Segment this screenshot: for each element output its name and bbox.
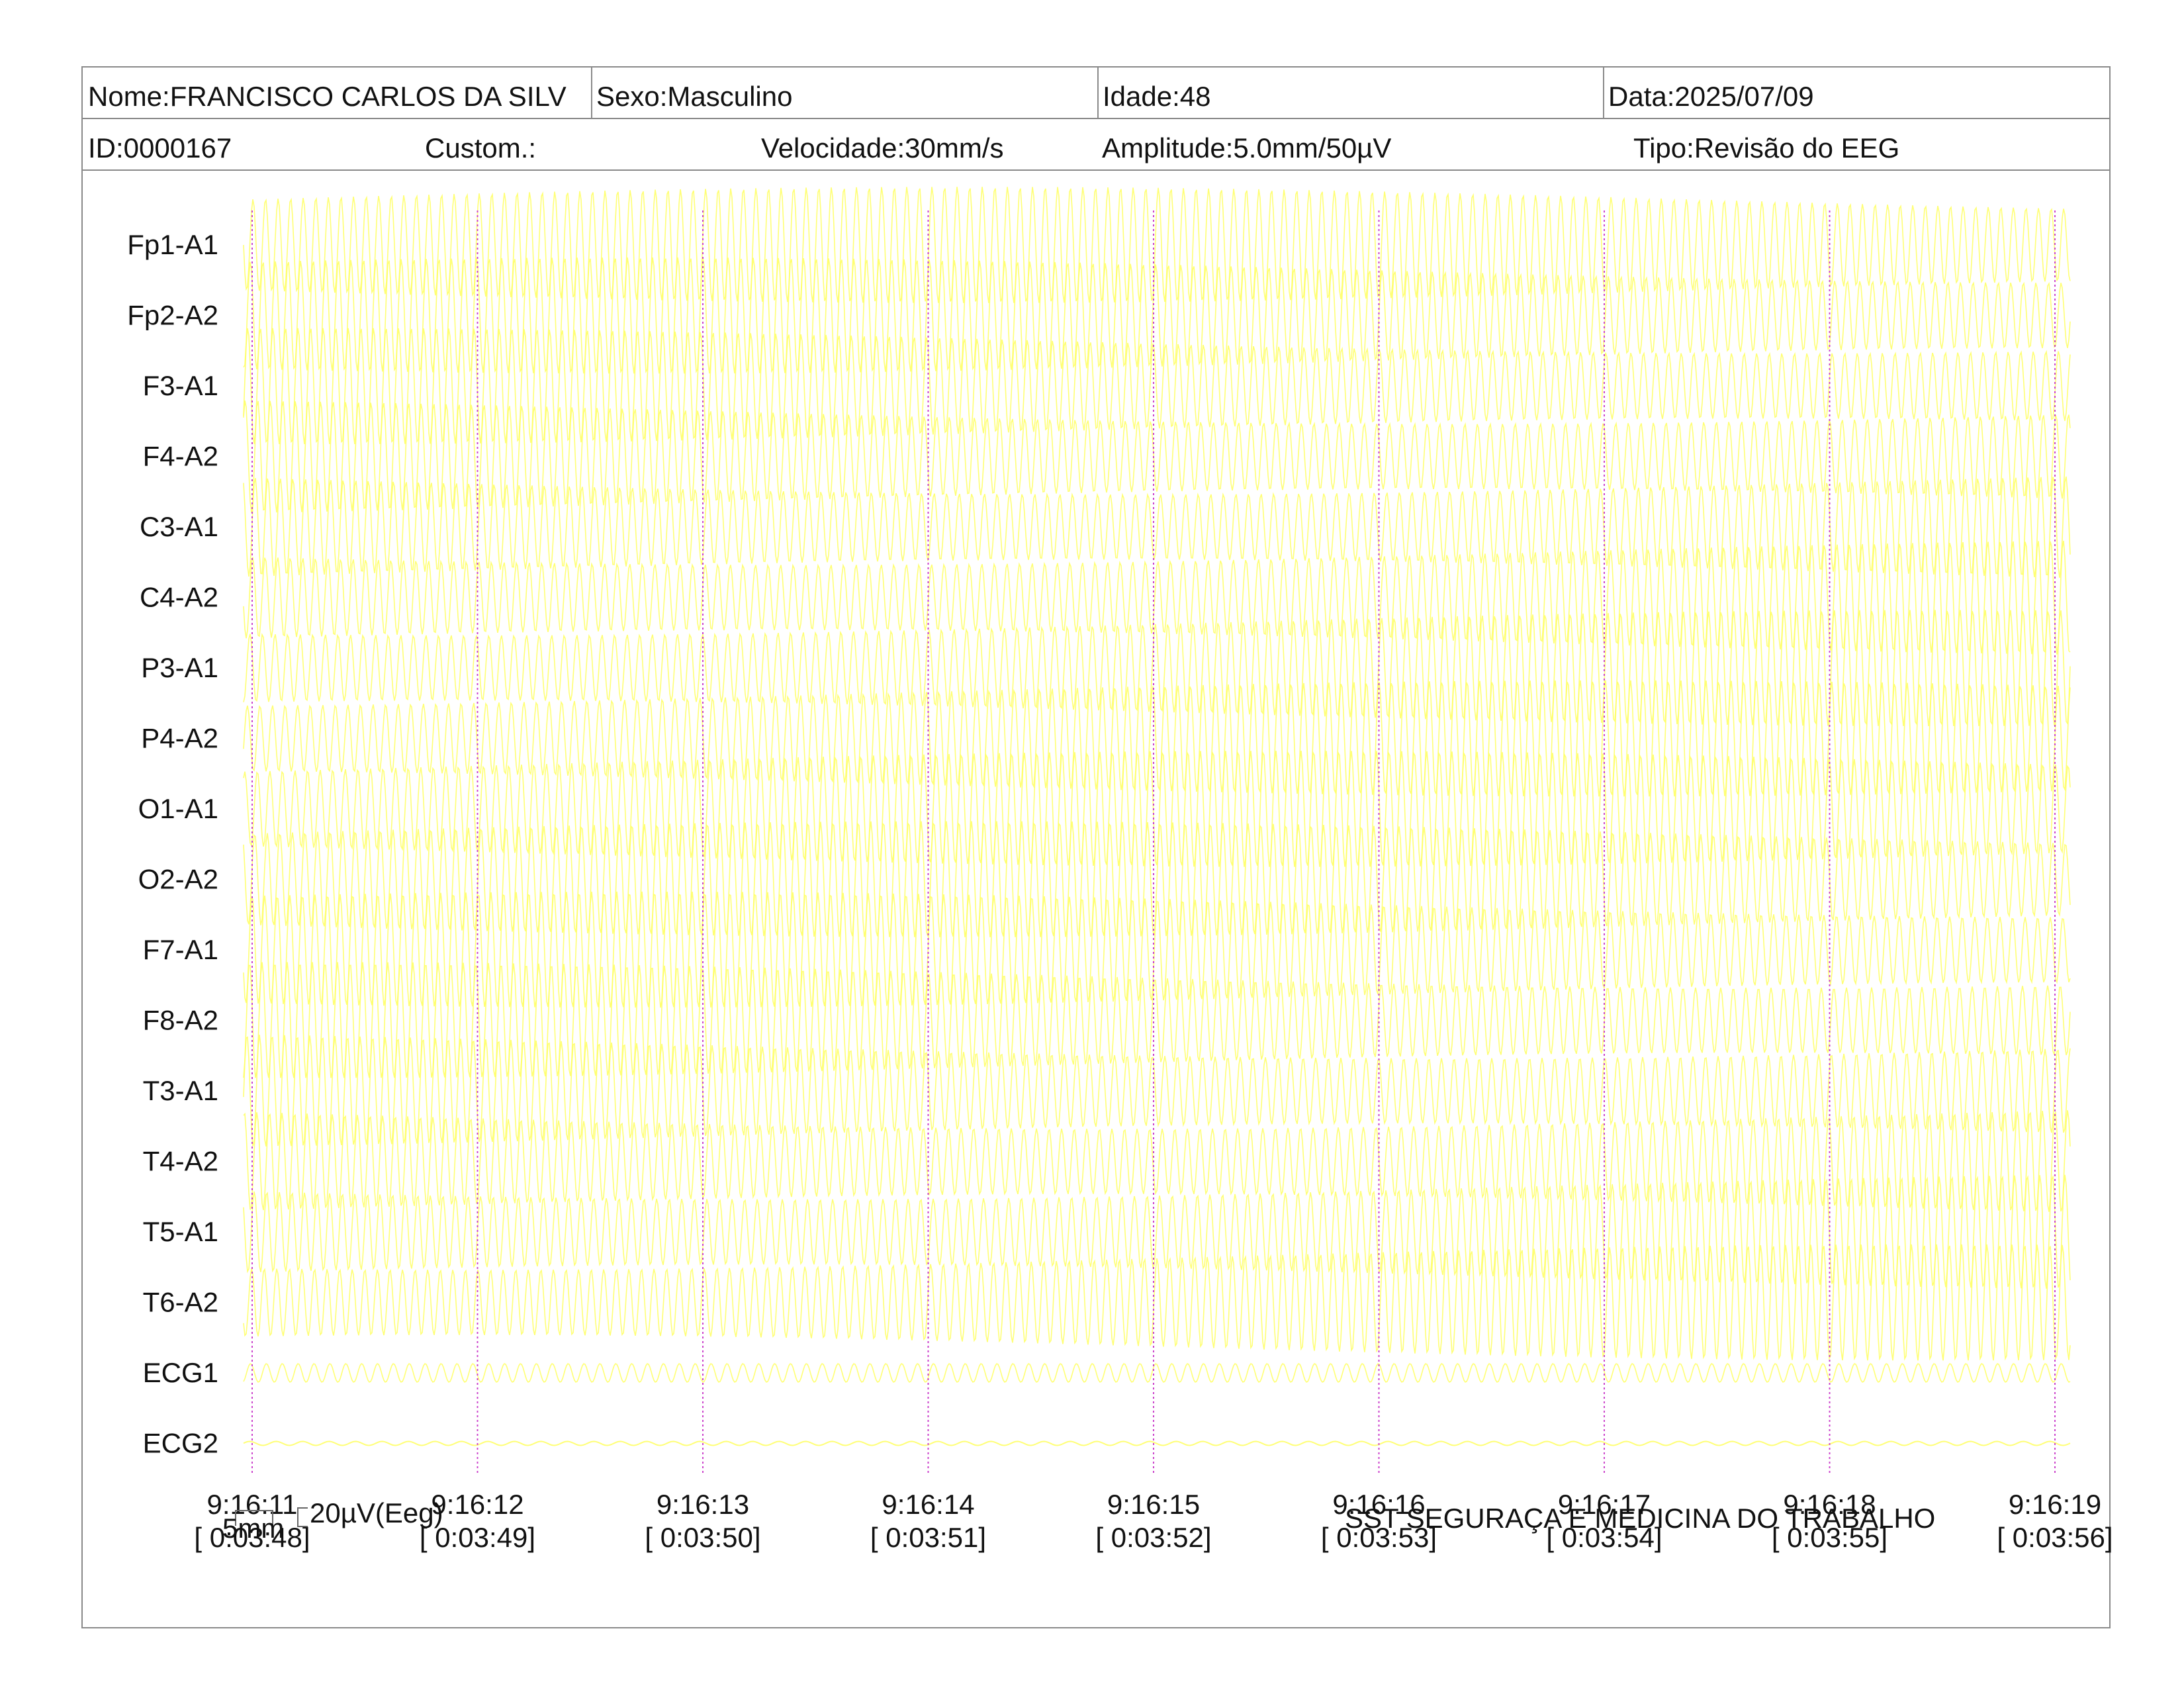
trace-f8-a2	[243, 962, 2071, 1078]
trace-t6-a2	[243, 1244, 2071, 1361]
time-scale-label: 5mm	[222, 1513, 285, 1544]
time-clock-label: 9:16:15	[1107, 1489, 1200, 1520]
channel-label: P4-A2	[141, 723, 218, 754]
trace-p4-a2	[243, 680, 2071, 797]
amplitude-setting: Amplitude:5.0mm/50µV	[1102, 132, 1392, 164]
time-clock-label: 9:16:18	[1783, 1489, 1876, 1520]
trace-c4-a2	[243, 540, 2071, 655]
trace-t3-a1	[243, 1035, 2071, 1147]
trace-t4-a2	[243, 1110, 2071, 1212]
time-scale-bar	[235, 1510, 273, 1526]
amplitude-scale-label: 20µV(Eeg)	[310, 1497, 443, 1528]
channel-label: F7-A1	[143, 934, 218, 965]
time-elapsed-label: [ 0:03:50]	[645, 1522, 760, 1553]
time-clock-label: 9:16:11	[206, 1489, 297, 1520]
trace-f3-a1	[243, 328, 2071, 444]
channel-label: C4-A2	[140, 582, 218, 613]
channel-label: T4-A2	[143, 1146, 218, 1177]
trace-fp1-a1	[243, 187, 2071, 303]
channel-label: F4-A2	[143, 441, 218, 472]
trace-ecg1	[243, 1363, 2071, 1383]
time-clock-label: 9:16:16	[1332, 1489, 1425, 1520]
channel-label: F8-A2	[143, 1005, 218, 1036]
channel-label: T5-A1	[143, 1216, 218, 1247]
channel-label: C3-A1	[140, 511, 218, 542]
channel-label: O2-A2	[138, 864, 218, 895]
trace-c3-a1	[243, 476, 2071, 578]
exam-type: Tipo:Revisão do EEG	[1633, 132, 1900, 164]
trace-o1-a1	[243, 751, 2071, 867]
speed-setting: Velocidade:30mm/s	[761, 132, 1004, 164]
time-elapsed-label: [ 0:03:54]	[1546, 1522, 1662, 1553]
channel-label: F3-A1	[143, 370, 218, 401]
time-clock-label: 9:16:17	[1558, 1489, 1651, 1520]
time-clock-label: 9:16:12	[431, 1489, 523, 1520]
trace-o2-a2	[243, 821, 2071, 937]
amplitude-scale-bar	[297, 1507, 308, 1527]
trace-f4-a2	[243, 400, 2071, 513]
time-elapsed-label: [ 0:03:51]	[870, 1522, 986, 1553]
channel-label: ECG2	[143, 1428, 218, 1459]
time-clock-label: 9:16:19	[2009, 1489, 2101, 1520]
footer-company-name: SST SEGURAÇA E MEDICINA DO TRABALHO	[1345, 1503, 1936, 1534]
trace-ecg2	[243, 1440, 2071, 1446]
trace-p3-a1	[243, 610, 2071, 727]
trace-fp2-a2	[243, 257, 2071, 374]
channel-label: O1-A1	[138, 793, 218, 824]
patient-sex: Sexo:Masculino	[591, 68, 1099, 118]
time-elapsed-label: [ 0:03:53]	[1321, 1522, 1437, 1553]
header-row-settings: ID:0000167 Custom.: Velocidade:30mm/s Am…	[83, 119, 2109, 171]
eeg-report-sheet: Nome:FRANCISCO CARLOS DA SILV Sexo:Mascu…	[81, 66, 2111, 1628]
channel-label: T6-A2	[143, 1287, 218, 1318]
trace-t5-a1	[243, 1174, 2071, 1289]
time-elapsed-label: [ 0:03:55]	[1772, 1522, 1888, 1553]
channel-label: P3-A1	[141, 652, 218, 683]
header-row-patient: Nome:FRANCISCO CARLOS DA SILV Sexo:Mascu…	[83, 68, 2109, 119]
time-elapsed-label: [ 0:03:56]	[1997, 1522, 2113, 1553]
time-elapsed-label: [ 0:03:49]	[420, 1522, 535, 1553]
custom-field: Custom.:	[425, 132, 537, 164]
time-clock-label: 9:16:14	[882, 1489, 974, 1520]
patient-age: Idade:48	[1097, 68, 1606, 118]
patient-name: Nome:FRANCISCO CARLOS DA SILV	[88, 81, 567, 112]
exam-date: Data:2025/07/09	[1603, 68, 2111, 118]
trace-f7-a1	[243, 891, 2071, 1008]
time-elapsed-label: [ 0:03:52]	[1095, 1522, 1211, 1553]
time-elapsed-label: [ 0:03:48]	[194, 1522, 310, 1553]
channel-label: T3-A1	[143, 1075, 218, 1106]
channel-label: Fp1-A1	[127, 229, 218, 260]
channel-label: Fp2-A2	[127, 300, 218, 331]
patient-id: ID:0000167	[88, 132, 232, 164]
time-clock-label: 9:16:13	[657, 1489, 749, 1520]
channel-label: ECG1	[143, 1357, 218, 1388]
